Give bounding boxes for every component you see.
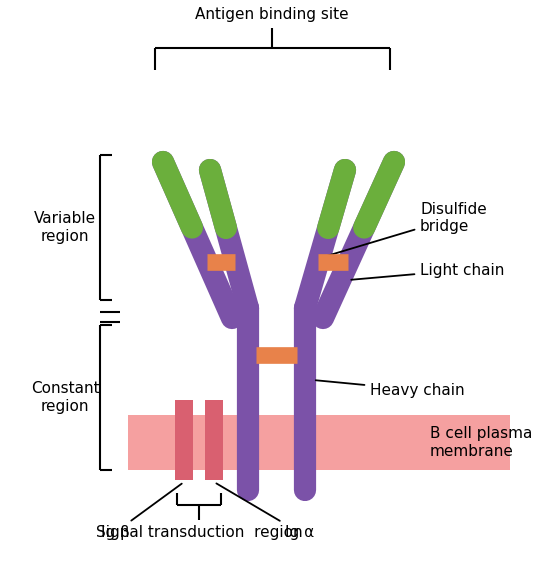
Bar — [205, 400, 223, 480]
Bar — [128, 415, 510, 470]
Text: Ig β: Ig β — [101, 483, 182, 540]
Text: B cell plasma
membrane: B cell plasma membrane — [430, 426, 533, 459]
Text: Constant
region: Constant region — [30, 381, 100, 414]
Text: Antigen binding site: Antigen binding site — [195, 7, 349, 22]
Text: Disulfide
bridge: Disulfide bridge — [326, 202, 487, 256]
Text: Light chain: Light chain — [351, 263, 504, 280]
Bar — [175, 400, 193, 480]
Text: Variable
region: Variable region — [34, 212, 96, 244]
Text: Heavy chain: Heavy chain — [316, 380, 465, 397]
Text: Signal transduction  region: Signal transduction region — [96, 525, 302, 540]
Text: Ig α: Ig α — [217, 483, 314, 540]
